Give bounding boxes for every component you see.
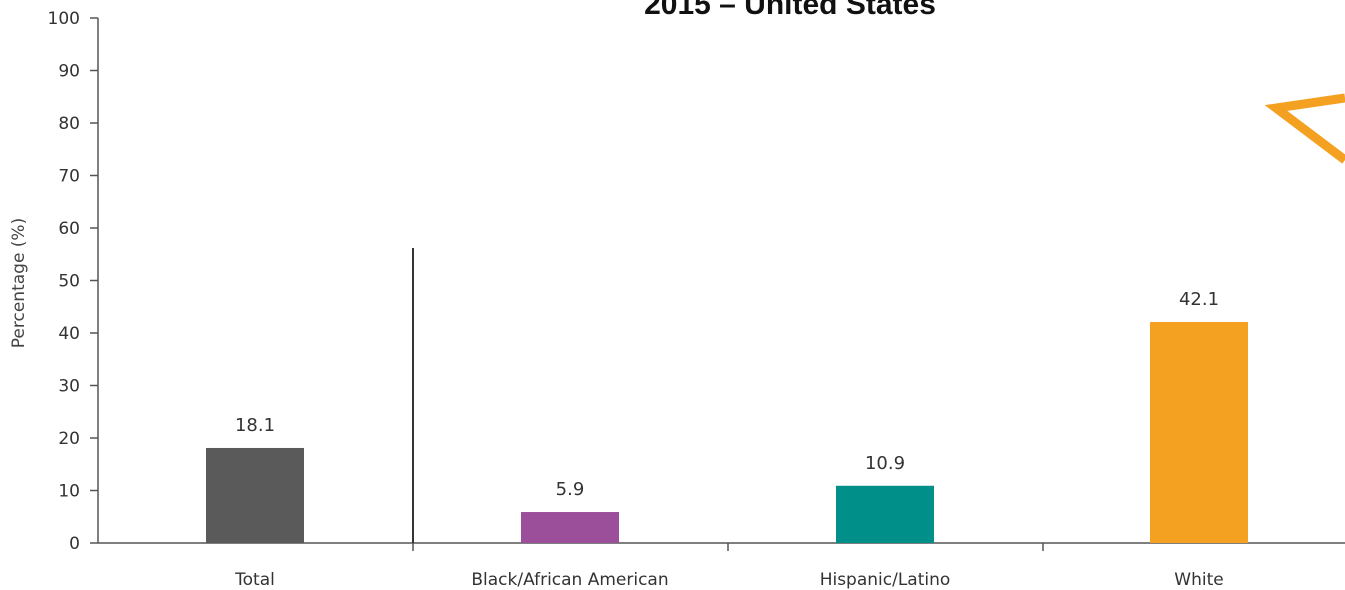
y-tick-label: 90 — [58, 62, 80, 82]
bar-black-african-american — [521, 512, 619, 543]
y-tick-label: 0 — [69, 534, 80, 554]
y-axis-title: Percentage (%) — [9, 218, 29, 348]
y-tick-label: 60 — [58, 219, 80, 239]
data-label: 42.1 — [1179, 289, 1219, 310]
chart-title: 2015 – United States — [644, 0, 936, 21]
y-tick-label: 10 — [58, 482, 80, 502]
data-label: 10.9 — [865, 453, 905, 474]
y-tick-label: 70 — [58, 167, 80, 187]
x-tick-label: White — [1174, 570, 1223, 590]
y-tick-label: 50 — [58, 272, 80, 292]
bar-hispanic-latino — [836, 485, 934, 543]
y-tick-label: 30 — [58, 377, 80, 397]
x-tick-label: Total — [234, 570, 275, 590]
y-tick-label: 40 — [58, 324, 80, 344]
data-label: 18.1 — [235, 415, 275, 436]
y-tick-label: 100 — [48, 9, 80, 29]
y-tick-label: 20 — [58, 429, 80, 449]
x-tick-label: Hispanic/Latino — [820, 570, 951, 590]
data-label: 5.9 — [556, 479, 585, 500]
arrow-icon — [1264, 93, 1345, 164]
bar-white — [1150, 321, 1248, 543]
y-tick-label: 80 — [58, 114, 80, 134]
bar-total — [206, 447, 304, 543]
x-tick-label: Black/African American — [471, 570, 668, 590]
